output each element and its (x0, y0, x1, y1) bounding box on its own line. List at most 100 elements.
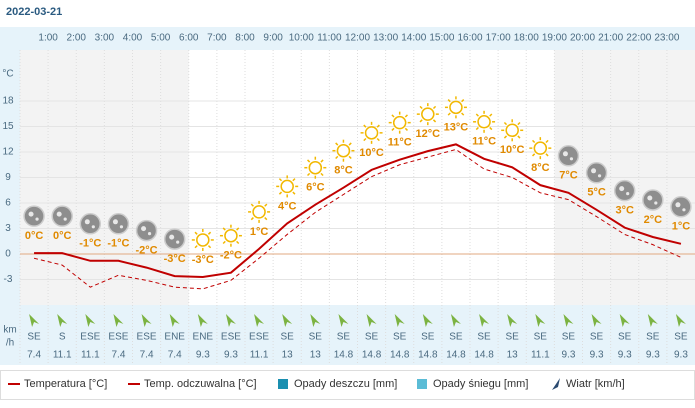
sun (505, 123, 519, 138)
x-tick-label: 21:00 (598, 33, 623, 44)
wind-arrow (113, 314, 124, 327)
sun-ray (419, 105, 423, 110)
value-label: 10°C (359, 147, 384, 159)
wind-arrow (338, 314, 349, 327)
sun-ray (376, 124, 380, 128)
wind-speed: 9.3 (590, 350, 604, 361)
value-label: 13°C (444, 121, 469, 133)
sun-ray (532, 139, 536, 144)
wind-arrow (619, 314, 630, 327)
sun-icon (304, 156, 327, 179)
moon-crater (647, 195, 653, 201)
sun (336, 143, 351, 158)
chart-title: 2022-03-21 (6, 6, 62, 18)
x-tick-label: 14:00 (401, 33, 426, 44)
sun-ray (320, 172, 324, 177)
x-tick-label: 7:00 (207, 33, 227, 44)
sun-ray (517, 135, 521, 139)
moon-crater (35, 217, 39, 221)
x-tick-label: 19:00 (542, 33, 567, 44)
sun-icon (529, 137, 552, 160)
sun (364, 126, 379, 140)
x-tick-label: 17:00 (486, 33, 511, 44)
value-label: -1°C (79, 238, 101, 250)
sun-icon (248, 200, 271, 223)
value-label: -3°C (164, 253, 186, 265)
wind-arrow (507, 314, 518, 327)
wind-arrow (85, 314, 96, 327)
y-tick-label: 15 (2, 121, 14, 132)
moon (163, 228, 186, 250)
moon-crater (28, 211, 34, 217)
wind-arrow (563, 314, 574, 327)
sun-ray (207, 231, 212, 235)
sun (392, 115, 407, 130)
x-tick-label: 18:00 (514, 33, 539, 44)
y-tick-label: 9 (5, 172, 11, 183)
legend-swatch (278, 379, 288, 389)
wind-direction: SE (477, 332, 491, 343)
wind-arrow (310, 314, 321, 327)
wind-direction: SE (281, 332, 295, 343)
wind-direction: SE (393, 332, 407, 343)
y-tick-label: 3 (5, 223, 11, 234)
value-label: 1°C (672, 221, 691, 233)
wind-arrow (169, 314, 180, 327)
sun-ray (278, 178, 283, 182)
sun-ray (475, 113, 479, 117)
x-tick-label: 2:00 (67, 33, 87, 44)
x-tick-label: 3:00 (95, 33, 115, 44)
value-label: 1°C (250, 226, 269, 238)
value-label: 11°C (388, 137, 412, 149)
sun-ray (404, 114, 408, 118)
sun (477, 115, 491, 129)
sun-ray (292, 178, 296, 182)
wind-speed: 7.4 (168, 350, 182, 361)
moon-crater (56, 211, 62, 217)
sun (252, 205, 266, 219)
wind-speed: 7.4 (111, 350, 125, 361)
value-label: -2°C (220, 250, 242, 262)
sun-icon (501, 119, 524, 142)
sun-icon (276, 175, 299, 198)
wind-arrow (29, 314, 40, 327)
wind-direction: SE (562, 332, 576, 343)
sun-ray (517, 121, 521, 126)
wind-direction: ENE (164, 332, 185, 343)
value-label: 4°C (278, 200, 297, 212)
sun-ray (363, 137, 367, 142)
wind-speed: 14.8 (474, 350, 494, 361)
value-label: 12°C (416, 128, 441, 140)
wind-arrow (535, 314, 546, 327)
moon (613, 179, 636, 202)
wind-direction: SE (449, 332, 463, 343)
sun-ray (432, 119, 437, 123)
sun (449, 100, 463, 115)
sun-ray (391, 127, 395, 131)
wind-arrow (254, 314, 265, 327)
sun-ray (419, 119, 423, 123)
sun-ray (475, 126, 479, 131)
x-tick-label: 22:00 (626, 33, 651, 44)
sun-icon (416, 103, 439, 126)
sun-ray (222, 240, 226, 245)
wind-direction: SE (534, 332, 548, 343)
moon-crater (675, 202, 681, 208)
legend-label: Opady śniegu [mm] (433, 378, 528, 390)
x-tick-label: 15:00 (429, 33, 454, 44)
moon-crater (569, 157, 574, 161)
wind-speed: 9.3 (196, 350, 210, 361)
sun-ray (278, 191, 283, 195)
moon (107, 213, 130, 235)
legend-swatch (552, 378, 560, 390)
wind-direction: SE (309, 332, 323, 343)
sun-ray (335, 155, 339, 160)
sun-ray (532, 153, 536, 157)
sun-icon (360, 121, 383, 144)
moon-crater (591, 168, 597, 174)
wind-arrow (282, 314, 293, 327)
sun-ray (335, 142, 339, 146)
moon (135, 219, 158, 242)
y-tick-label: 18 (2, 96, 14, 107)
x-tick-label: 23:00 (654, 33, 679, 44)
